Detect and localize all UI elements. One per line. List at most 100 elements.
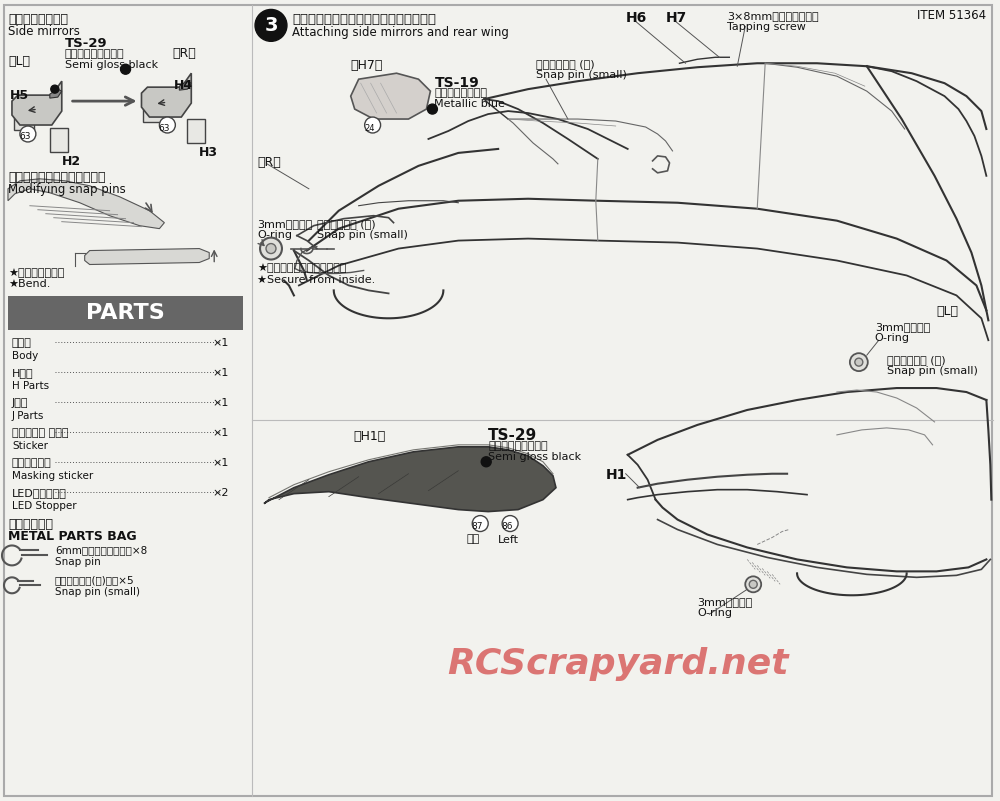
Text: J部品: J部品 [12, 398, 28, 408]
Text: 《金具袋詰》: 《金具袋詰》 [8, 517, 53, 530]
Circle shape [255, 10, 287, 42]
Circle shape [855, 358, 863, 366]
Bar [143, 96, 163, 122]
Text: メタリックブルー: メタリックブルー [434, 88, 487, 99]
Text: Snap pin: Snap pin [55, 557, 101, 567]
Circle shape [260, 238, 282, 260]
Text: TS-29: TS-29 [488, 428, 537, 443]
Text: 63: 63 [159, 123, 170, 132]
Text: Modifying snap pins: Modifying snap pins [8, 183, 126, 195]
Text: マスクシール: マスクシール [12, 458, 52, 468]
Text: Semi gloss black: Semi gloss black [488, 452, 581, 462]
Text: J Parts: J Parts [12, 411, 44, 421]
Text: LEDストッパー: LEDストッパー [12, 488, 67, 497]
Text: ×2: ×2 [213, 488, 229, 497]
Polygon shape [12, 81, 62, 125]
Polygon shape [141, 73, 191, 117]
Text: METAL PARTS BAG: METAL PARTS BAG [8, 529, 137, 542]
Polygon shape [179, 81, 191, 91]
Text: O-ring: O-ring [257, 230, 292, 239]
Text: スナップビン(小)・・×5: スナップビン(小)・・×5 [55, 575, 134, 586]
Polygon shape [264, 447, 556, 512]
Text: 3: 3 [264, 16, 278, 35]
Circle shape [472, 516, 488, 532]
Text: H Parts: H Parts [12, 381, 49, 391]
Text: Snap pin (small): Snap pin (small) [887, 366, 978, 376]
Polygon shape [50, 89, 62, 98]
Text: H1: H1 [606, 468, 627, 481]
Text: ★Secure from inside.: ★Secure from inside. [257, 275, 375, 284]
Polygon shape [351, 73, 430, 119]
Text: Tapping screw: Tapping screw [727, 22, 806, 32]
Text: 《H7》: 《H7》 [351, 59, 383, 72]
Circle shape [121, 64, 131, 74]
Text: H2: H2 [62, 155, 81, 168]
Text: Side mirrors: Side mirrors [8, 26, 80, 38]
Text: 《サイドミラー》: 《サイドミラー》 [8, 14, 68, 26]
Text: Sticker: Sticker [12, 441, 48, 451]
Text: 86: 86 [501, 522, 513, 531]
Text: スナップピン (小): スナップピン (小) [887, 355, 945, 365]
Circle shape [20, 126, 36, 142]
Text: TS-29: TS-29 [65, 38, 107, 50]
Text: Body: Body [12, 351, 38, 361]
Text: ステッカー ⓐ，ⓑ: ステッカー ⓐ，ⓑ [12, 428, 68, 438]
Text: 87: 87 [471, 522, 483, 531]
Text: 24: 24 [364, 123, 375, 132]
Text: ボディ: ボディ [12, 338, 32, 348]
Text: H3: H3 [199, 146, 218, 159]
Text: ×1: ×1 [213, 428, 229, 438]
Text: セミグロスブラック: セミグロスブラック [65, 50, 124, 59]
Text: 3×8mmタッピングビス: 3×8mmタッピングビス [727, 11, 819, 22]
Circle shape [745, 577, 761, 592]
Bar [14, 104, 34, 130]
Text: H5: H5 [10, 89, 29, 103]
Text: Metallic blue: Metallic blue [434, 99, 505, 109]
Bar [8, 296, 243, 330]
Circle shape [427, 104, 437, 114]
Text: 《L》: 《L》 [8, 55, 30, 68]
Text: RCScrapyard.net: RCScrapyard.net [447, 647, 788, 681]
Text: O-ring: O-ring [697, 608, 732, 618]
Text: ★折り曲げます。: ★折り曲げます。 [8, 268, 64, 279]
Text: 《R》: 《R》 [172, 47, 196, 60]
Text: H7: H7 [666, 11, 687, 26]
Text: スナップピン (小): スナップピン (小) [317, 219, 375, 228]
Bar [187, 119, 205, 143]
Text: H6: H6 [626, 11, 647, 26]
Text: 6mmスナップビン・・×8: 6mmスナップビン・・×8 [55, 545, 147, 555]
Polygon shape [85, 248, 209, 264]
Text: 《H1》: 《H1》 [354, 430, 386, 443]
Text: H4: H4 [174, 79, 193, 92]
Text: H部品: H部品 [12, 368, 34, 378]
Text: Snap pin (small): Snap pin (small) [55, 587, 140, 598]
Text: ITEM 51364: ITEM 51364 [917, 10, 986, 22]
Text: Attaching side mirrors and rear wing: Attaching side mirrors and rear wing [292, 26, 509, 39]
Text: スナップピン (小): スナップピン (小) [536, 59, 595, 69]
Text: ×1: ×1 [213, 338, 229, 348]
Text: 3mmオリング: 3mmオリング [257, 219, 312, 228]
Circle shape [749, 581, 757, 588]
Text: PARTS: PARTS [86, 304, 165, 324]
Bar [50, 128, 68, 152]
Text: 《スナップピンの折り曲げ》: 《スナップピンの折り曲げ》 [8, 171, 105, 184]
Circle shape [51, 85, 59, 93]
Text: O-ring: O-ring [875, 333, 910, 344]
Text: LED Stopper: LED Stopper [12, 501, 77, 510]
Text: 3mmオリング: 3mmオリング [875, 322, 930, 332]
Text: Snap pin (small): Snap pin (small) [536, 70, 627, 80]
Text: セミグロスブラック: セミグロスブラック [488, 441, 548, 451]
Text: ×1: ×1 [213, 398, 229, 408]
Text: ×1: ×1 [213, 368, 229, 378]
Circle shape [481, 457, 491, 467]
Circle shape [502, 516, 518, 532]
Text: 《R》: 《R》 [257, 156, 281, 169]
Text: Masking sticker: Masking sticker [12, 471, 93, 481]
Text: 63: 63 [19, 132, 31, 142]
Text: ×1: ×1 [213, 458, 229, 468]
Text: Semi gloss black: Semi gloss black [65, 60, 158, 70]
Text: 《サイドミラー、ウイングの取り付け》: 《サイドミラー、ウイングの取り付け》 [292, 14, 436, 26]
Circle shape [266, 244, 276, 254]
Text: Left: Left [498, 534, 519, 545]
Circle shape [850, 353, 868, 371]
